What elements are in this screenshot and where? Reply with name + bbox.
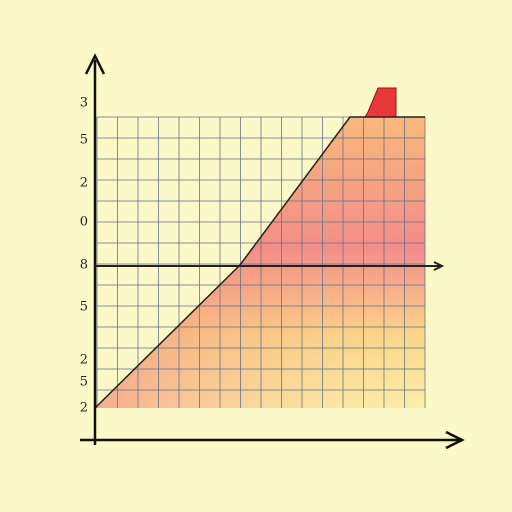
y-label: 2 (80, 401, 88, 416)
area-edge (94, 116, 425, 409)
grid (96, 116, 426, 408)
y-label: 5 (80, 133, 88, 148)
y-label: 5 (80, 375, 88, 390)
y-label: 5 (80, 300, 88, 315)
x-arrow (445, 430, 465, 450)
y-arrow (84, 53, 106, 75)
y-label: 3 (80, 96, 88, 111)
red-block (364, 87, 397, 118)
y-label: 0 (80, 215, 88, 230)
y-label: 8 (80, 258, 88, 273)
y-label: 2 (80, 176, 88, 191)
y-labels: 3 5 2 0 8 5 2 5 2 (80, 96, 88, 416)
y-label: 2 (80, 353, 88, 368)
mid-arrow (433, 261, 445, 271)
